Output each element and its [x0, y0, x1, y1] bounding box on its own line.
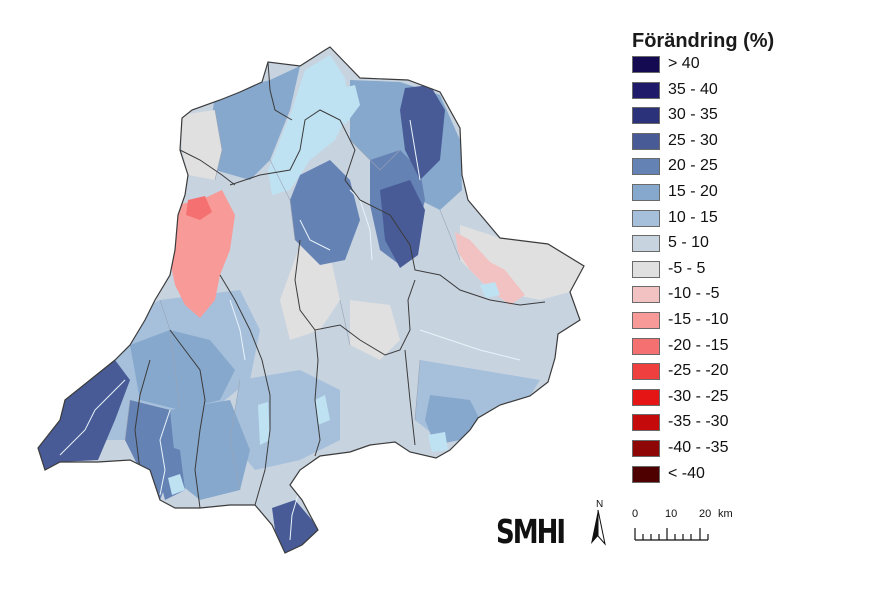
- catchment-south-center: [230, 370, 340, 470]
- legend-label: 20 - 25: [668, 157, 718, 175]
- catchment-center-grey2: [350, 300, 400, 360]
- legend-swatch: [632, 286, 660, 304]
- legend-label: 35 - 40: [668, 80, 718, 98]
- legend-label: -15 - -10: [668, 311, 729, 328]
- legend-label: -30 - -25: [668, 387, 729, 405]
- scale-ruler: [634, 528, 709, 541]
- lake-north-long: [268, 55, 350, 195]
- scale-tick-label: 0: [632, 508, 639, 520]
- legend-swatch: [632, 260, 660, 278]
- scale-unit: km: [718, 508, 733, 520]
- scale-tick-label: 10: [665, 508, 678, 520]
- catchment-center-grey: [280, 245, 340, 340]
- legend-swatch: [632, 465, 660, 483]
- scale-tick-label: 20: [699, 508, 712, 520]
- legend-swatch: [632, 56, 660, 73]
- legend-label: -10 - -5: [668, 285, 720, 303]
- legend-label: 30 - 35: [668, 106, 718, 124]
- legend-label: 10 - 15: [668, 208, 718, 226]
- legend-label: > 40: [668, 55, 700, 72]
- north-arrow-label: N: [596, 499, 604, 510]
- lake-south-1: [315, 395, 330, 425]
- lake-south-3: [168, 474, 185, 495]
- legend-label: -25 - -20: [668, 362, 729, 380]
- smhi-logo: SMHI: [496, 514, 566, 552]
- legend-swatch: [632, 81, 660, 99]
- north-arrow-icon: [591, 509, 606, 546]
- catchment-southeast-dark: [425, 395, 480, 445]
- legend-swatch: [632, 209, 660, 227]
- legend-label: -5 - 5: [668, 259, 706, 277]
- catchment-west-red2: [186, 196, 212, 220]
- legend-swatch: [632, 440, 660, 457]
- legend-swatch: [632, 132, 660, 150]
- catchment-north-dark3: [400, 85, 445, 180]
- legend-swatch: [632, 158, 660, 176]
- catchment-south-center2: [170, 400, 250, 500]
- catchment-east-pink: [455, 232, 525, 305]
- catchment-southtip-dark: [272, 500, 318, 553]
- lake-south-2: [258, 402, 270, 445]
- river-network: [59, 119, 521, 541]
- legend-label: 15 - 20: [668, 183, 718, 200]
- legend-swatch: [632, 363, 660, 381]
- legend-swatch: [632, 414, 660, 432]
- legend-label: 25 - 30: [668, 131, 718, 149]
- region-map: [37, 46, 585, 554]
- legend-label: -20 - -15: [668, 336, 729, 354]
- region-border: [37, 46, 585, 554]
- legend-swatch: [632, 184, 660, 201]
- legend-label: -40 - -35: [668, 439, 729, 456]
- legend-swatch: [632, 235, 660, 253]
- legend-swatch: [632, 107, 660, 125]
- catchment-north-dark1: [290, 160, 360, 265]
- catchment-west-mid: [130, 330, 235, 410]
- legend-title: Förändring (%): [632, 30, 775, 52]
- legend-label: 5 - 10: [668, 234, 709, 252]
- legend-label: -35 - -30: [668, 413, 729, 431]
- legend-swatch: [632, 388, 660, 406]
- lake-southeast: [428, 432, 448, 452]
- district-borders: [134, 61, 546, 509]
- catchment-west-red1: [170, 190, 235, 318]
- lake-east: [480, 282, 500, 298]
- catchment-southwest-dark: [38, 360, 130, 470]
- catchment-north-grey: [180, 110, 222, 180]
- catchment-north-dark4: [380, 180, 425, 268]
- legend-swatch: [632, 312, 660, 329]
- legend-label: < -40: [668, 464, 705, 482]
- lake-north-east: [335, 85, 360, 125]
- legend-swatch: [632, 337, 660, 355]
